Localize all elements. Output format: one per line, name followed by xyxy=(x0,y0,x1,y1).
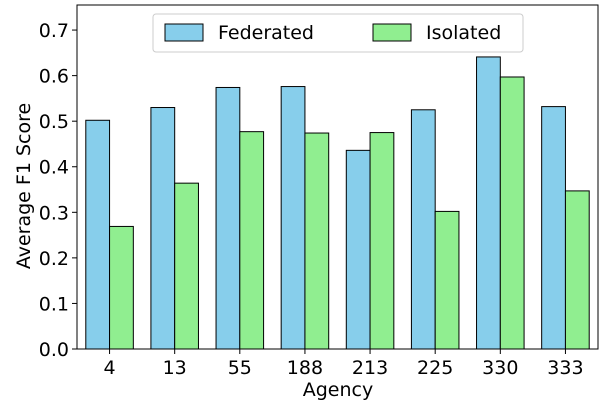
y-tick-label: 0.5 xyxy=(39,111,69,133)
y-tick-label: 0.6 xyxy=(39,66,69,88)
plot-frame xyxy=(76,4,599,350)
x-tick-label: 55 xyxy=(228,357,252,379)
legend-label-federated: Federated xyxy=(218,22,314,44)
x-tick-label: 188 xyxy=(287,357,323,379)
bar-federated-4 xyxy=(85,119,111,350)
bar-isolated-213 xyxy=(369,132,395,350)
y-tick-label: 0.4 xyxy=(39,157,69,179)
y-axis: 0.0 0.1 0.2 0.3 0.4 0.5 0.6 0.7 xyxy=(39,20,77,361)
bar-isolated-188 xyxy=(304,132,330,350)
x-tick-label: 4 xyxy=(104,357,116,379)
y-tick-label: 0.0 xyxy=(39,339,69,361)
bar-isolated-13 xyxy=(174,182,199,350)
bar-federated-55 xyxy=(215,86,241,350)
bar-federated-213 xyxy=(345,149,371,350)
x-tick-label: 333 xyxy=(547,357,583,379)
legend: Federated Isolated xyxy=(152,13,524,53)
x-axis-title: Agency xyxy=(303,379,373,400)
bar-isolated-225 xyxy=(434,210,460,350)
y-tick-label: 0.1 xyxy=(39,293,69,315)
bar-isolated-55 xyxy=(239,131,265,350)
legend-frame xyxy=(152,13,524,53)
legend-swatch-isolated xyxy=(372,23,412,42)
x-tick-label: 330 xyxy=(482,357,518,379)
bar-federated-188 xyxy=(280,86,306,350)
bar-federated-13 xyxy=(150,107,176,350)
bar-isolated-333 xyxy=(564,190,590,350)
bar-federated-333 xyxy=(541,106,566,350)
bar-federated-330 xyxy=(476,56,501,350)
x-tick-label: 13 xyxy=(163,357,187,379)
x-tick-label: 225 xyxy=(417,357,453,379)
y-axis-title: Average F1 Score xyxy=(13,103,35,269)
bar-isolated-4 xyxy=(109,225,134,350)
bars-group xyxy=(85,56,590,350)
bar-isolated-330 xyxy=(499,76,525,350)
y-tick-label: 0.7 xyxy=(39,20,69,42)
y-tick-label: 0.2 xyxy=(39,248,69,270)
legend-swatch-federated xyxy=(164,23,204,42)
y-tick-label: 0.3 xyxy=(39,202,69,224)
legend-label-isolated: Isolated xyxy=(426,22,501,44)
bar-federated-225 xyxy=(410,109,436,350)
x-axis: 4 13 55 188 213 225 330 333 xyxy=(104,349,584,379)
x-tick-label: 213 xyxy=(352,357,388,379)
